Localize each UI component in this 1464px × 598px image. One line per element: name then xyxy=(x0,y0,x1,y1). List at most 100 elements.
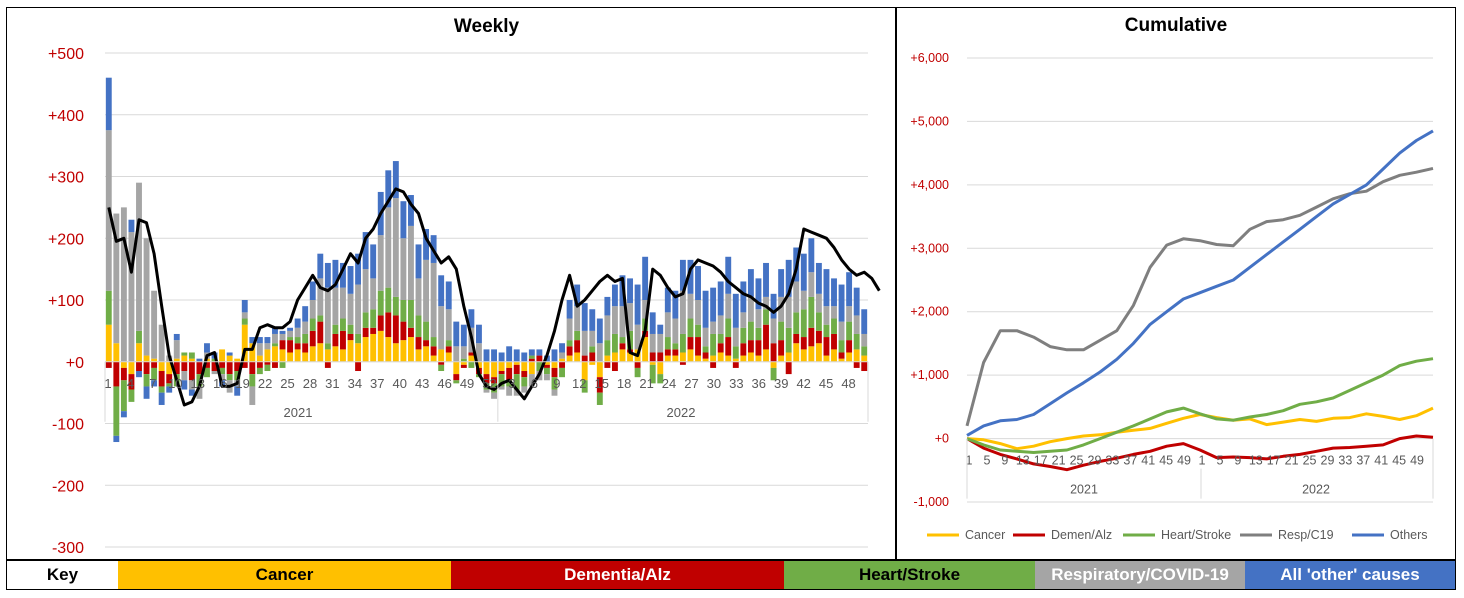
bar-segment xyxy=(445,281,452,310)
bar-segment xyxy=(543,364,550,368)
bar-segment xyxy=(498,352,505,362)
bar-segment xyxy=(634,367,641,378)
bar-segment xyxy=(702,327,709,347)
bar-segment xyxy=(226,374,233,381)
bar-segment xyxy=(196,361,203,375)
bar-segment xyxy=(120,411,127,418)
bar-segment xyxy=(604,355,611,362)
bar-segment xyxy=(747,269,754,297)
bar-segment xyxy=(347,340,354,362)
year-label: 2022 xyxy=(667,405,696,420)
bar-segment xyxy=(770,343,777,362)
bar-segment xyxy=(574,306,581,331)
bar-segment xyxy=(294,349,301,362)
bar-segment xyxy=(702,290,709,328)
bar-segment xyxy=(528,349,535,356)
bar-segment xyxy=(256,337,263,344)
bar-segment xyxy=(740,312,747,328)
bar-segment xyxy=(657,333,664,353)
bar-segment xyxy=(475,343,482,362)
bar-segment xyxy=(823,337,830,356)
bar-segment xyxy=(823,324,830,338)
bar-segment xyxy=(498,361,505,372)
bar-segment xyxy=(785,296,792,328)
bar-segment xyxy=(249,361,256,375)
bar-segment xyxy=(188,358,195,362)
bar-segment xyxy=(279,333,286,341)
bar-segment xyxy=(355,343,362,362)
bar-segment xyxy=(347,293,354,325)
bar-segment xyxy=(181,380,188,390)
bar-segment xyxy=(143,386,150,399)
bar-segment xyxy=(793,333,800,344)
bar-segment xyxy=(725,318,732,338)
bar-segment xyxy=(400,300,407,322)
bar-segment xyxy=(392,161,399,199)
bar-segment xyxy=(332,259,339,288)
bar-segment xyxy=(408,225,414,300)
bar-segment xyxy=(838,321,845,341)
bar-segment xyxy=(377,290,384,316)
legend-label: Others xyxy=(1390,528,1428,542)
bar-segment xyxy=(475,324,482,344)
bar-segment xyxy=(627,352,633,362)
bar-segment xyxy=(136,330,142,344)
bar-segment xyxy=(679,352,686,362)
bar-segment xyxy=(392,198,399,297)
bar-segment xyxy=(294,318,301,328)
bar-segment xyxy=(460,361,467,365)
x-tick-label: 37 xyxy=(1356,454,1370,468)
bar-segment xyxy=(710,355,717,362)
bar-segment xyxy=(702,352,709,359)
bar-segment xyxy=(581,355,588,362)
bar-segment xyxy=(649,364,656,384)
chart-title: Weekly xyxy=(454,16,520,37)
series-line xyxy=(966,434,1434,472)
x-tick-label: 41 xyxy=(1141,454,1155,468)
bar-segment xyxy=(211,371,218,375)
x-tick-label: 33 xyxy=(1105,454,1119,468)
x-tick-label: 9 xyxy=(1234,454,1241,468)
bar-segment xyxy=(468,309,475,328)
bar-segment xyxy=(853,315,860,334)
bar-segment xyxy=(498,371,505,375)
x-tick-label: 37 xyxy=(1123,454,1137,468)
bar-segment xyxy=(423,346,430,362)
x-tick-label: 9 xyxy=(1001,454,1008,468)
bar-segment xyxy=(309,330,316,347)
bar-segment xyxy=(423,340,430,347)
bar-segment xyxy=(634,284,641,325)
y-tick-label: +300 xyxy=(48,170,84,187)
bar-segment xyxy=(241,324,248,362)
bar-segment xyxy=(831,318,837,334)
bar-segment xyxy=(695,266,701,300)
bar-segment xyxy=(543,374,550,381)
bar-segment xyxy=(725,355,732,362)
bar-segment xyxy=(528,361,535,375)
bar-segment xyxy=(649,361,656,365)
x-tick-label: 25 xyxy=(1303,454,1317,468)
bar-segment xyxy=(808,346,815,362)
bar-segment xyxy=(770,361,777,368)
bar-segment xyxy=(853,349,860,362)
x-tick-label: 21 xyxy=(1052,454,1066,468)
year-label: 2022 xyxy=(1302,483,1330,497)
bar-segment xyxy=(340,330,346,350)
bar-segment xyxy=(521,377,528,387)
bar-segment xyxy=(596,343,603,362)
x-tick-label: 29 xyxy=(1321,454,1335,468)
bar-segment xyxy=(521,361,528,372)
bar-segment xyxy=(695,324,701,338)
bar-segment xyxy=(453,346,460,362)
x-tick-label: 3 xyxy=(508,376,515,391)
bar-segment xyxy=(287,330,294,338)
bar-segment xyxy=(808,238,815,273)
x-tick-label: 49 xyxy=(1177,454,1191,468)
x-tick-label: 21 xyxy=(639,376,653,391)
bar-segment xyxy=(664,349,671,356)
bar-segment xyxy=(408,337,414,362)
key-divider xyxy=(6,559,1456,561)
bar-segment xyxy=(468,355,475,362)
bar-segment xyxy=(861,309,868,334)
bar-segment xyxy=(543,361,550,365)
